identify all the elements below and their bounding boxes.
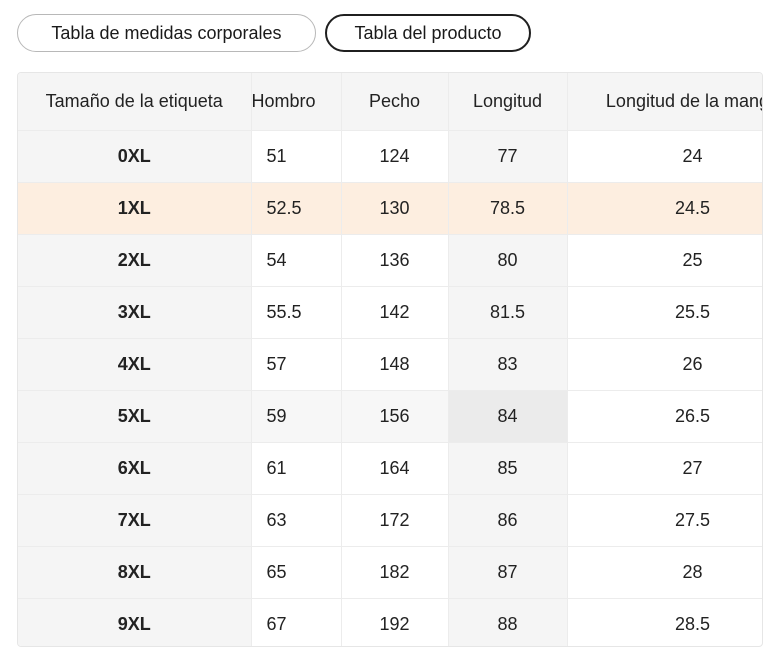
size-table: Tamaño de la etiqueta Hombro Pecho Longi… [18,73,762,646]
size-cell: 7XL [18,494,252,547]
chest-cell: 142 [341,286,449,339]
header-shoulder: Hombro [251,73,342,131]
size-cell: 6XL [18,442,252,495]
shoulder-cell: 55.5 [251,286,342,339]
size-cell: 5XL [18,390,252,443]
chest-cell: 164 [341,442,449,495]
table-row: 1XL 52.5 130 78.5 24.5 [18,182,762,235]
tab-product-chart[interactable]: Tabla del producto [325,14,531,52]
size-cell: 2XL [18,234,252,287]
sleeve-length-cell: 24 [567,130,762,183]
shoulder-cell: 54 [251,234,342,287]
length-cell: 83 [448,338,568,391]
table-row: 3XL 55.5 142 81.5 25.5 [18,286,762,339]
table-row: 9XL 67 192 88 28.5 [18,598,762,646]
sleeve-length-cell: 26.5 [567,390,762,443]
chest-cell: 172 [341,494,449,547]
chest-cell: 124 [341,130,449,183]
chest-cell: 156 [341,390,449,443]
shoulder-cell: 52.5 [251,182,342,235]
size-cell: 4XL [18,338,252,391]
sleeve-length-cell: 28.5 [567,598,762,646]
chest-cell: 148 [341,338,449,391]
chest-cell: 130 [341,182,449,235]
table-row: 6XL 61 164 85 27 [18,442,762,495]
sleeve-length-cell: 27 [567,442,762,495]
table-row: 5XL 59 156 84 26.5 [18,390,762,443]
length-cell: 81.5 [448,286,568,339]
shoulder-cell: 57 [251,338,342,391]
table-row: 2XL 54 136 80 25 [18,234,762,287]
sleeve-length-cell: 25 [567,234,762,287]
length-cell: 87 [448,546,568,599]
shoulder-cell: 67 [251,598,342,646]
length-cell: 78.5 [448,182,568,235]
sleeve-length-cell: 28 [567,546,762,599]
size-cell: 3XL [18,286,252,339]
chest-cell: 136 [341,234,449,287]
table-row: 4XL 57 148 83 26 [18,338,762,391]
table-row: 7XL 63 172 86 27.5 [18,494,762,547]
table-row: 8XL 65 182 87 28 [18,546,762,599]
size-cell: 0XL [18,130,252,183]
size-chart-tabs: Tabla de medidas corporales Tabla del pr… [17,14,531,52]
chest-cell: 192 [341,598,449,646]
size-cell: 1XL [18,182,252,235]
shoulder-cell: 63 [251,494,342,547]
shoulder-cell: 65 [251,546,342,599]
table-header-row: Tamaño de la etiqueta Hombro Pecho Longi… [18,73,762,131]
size-cell: 8XL [18,546,252,599]
shoulder-cell: 59 [251,390,342,443]
length-cell: 85 [448,442,568,495]
size-cell: 9XL [18,598,252,646]
header-length: Longitud [448,73,568,131]
sleeve-length-cell: 27.5 [567,494,762,547]
size-table-container[interactable]: Tamaño de la etiqueta Hombro Pecho Longi… [17,72,763,647]
shoulder-cell: 51 [251,130,342,183]
header-chest: Pecho [341,73,449,131]
length-cell: 80 [448,234,568,287]
sleeve-length-cell: 24.5 [567,182,762,235]
sleeve-length-cell: 26 [567,338,762,391]
chest-cell: 182 [341,546,449,599]
length-cell: 88 [448,598,568,646]
tab-body-measurements[interactable]: Tabla de medidas corporales [17,14,316,52]
sleeve-length-cell: 25.5 [567,286,762,339]
table-row: 0XL 51 124 77 24 [18,130,762,183]
header-size-label: Tamaño de la etiqueta [18,73,252,131]
length-cell: 77 [448,130,568,183]
header-sleeve-length: Longitud de la manga [567,73,762,131]
length-cell: 84 [448,390,568,443]
shoulder-cell: 61 [251,442,342,495]
length-cell: 86 [448,494,568,547]
